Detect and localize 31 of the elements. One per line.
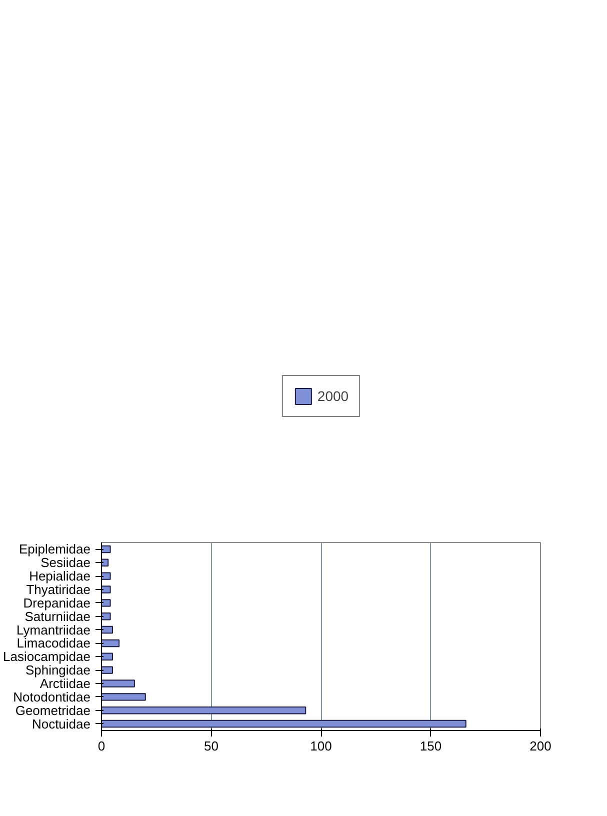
legend-label: 2000 xyxy=(317,388,349,404)
x-tick-label: 100 xyxy=(310,738,332,754)
y-tick-label: Lasiocampidae xyxy=(3,649,91,664)
bar xyxy=(102,612,111,620)
y-tick-label: Thyatiridae xyxy=(26,582,91,597)
bar xyxy=(102,626,113,634)
y-tick-label: Sesiidae xyxy=(40,555,91,570)
bar xyxy=(102,639,120,648)
bar xyxy=(102,693,146,701)
bar xyxy=(102,652,113,660)
bar xyxy=(102,586,111,594)
bar xyxy=(102,599,111,607)
x-tick-label: 0 xyxy=(98,738,106,754)
x-tick-label: 50 xyxy=(204,738,218,754)
y-tick-label: Sphingidae xyxy=(25,662,91,678)
y-tick-label: Lymantriidae xyxy=(16,622,91,638)
y-tick-label: Epiplemidae xyxy=(18,542,90,557)
y-tick-label: Notodontidae xyxy=(13,689,91,704)
bar xyxy=(102,572,111,580)
bar xyxy=(102,666,113,674)
bar xyxy=(102,545,111,554)
y-tick-label: Hepialidae xyxy=(29,568,91,584)
y-tick-label: Saturniidae xyxy=(24,608,91,624)
y-tick-label: Arctiidae xyxy=(40,676,90,691)
bar xyxy=(102,680,135,688)
y-tick-label: Geometridae xyxy=(15,702,91,718)
bar xyxy=(102,720,466,728)
x-tick-label: 200 xyxy=(530,738,552,754)
bar xyxy=(102,706,306,714)
x-tick-label: 150 xyxy=(420,738,442,754)
y-tick-label: Noctuidae xyxy=(32,716,91,732)
